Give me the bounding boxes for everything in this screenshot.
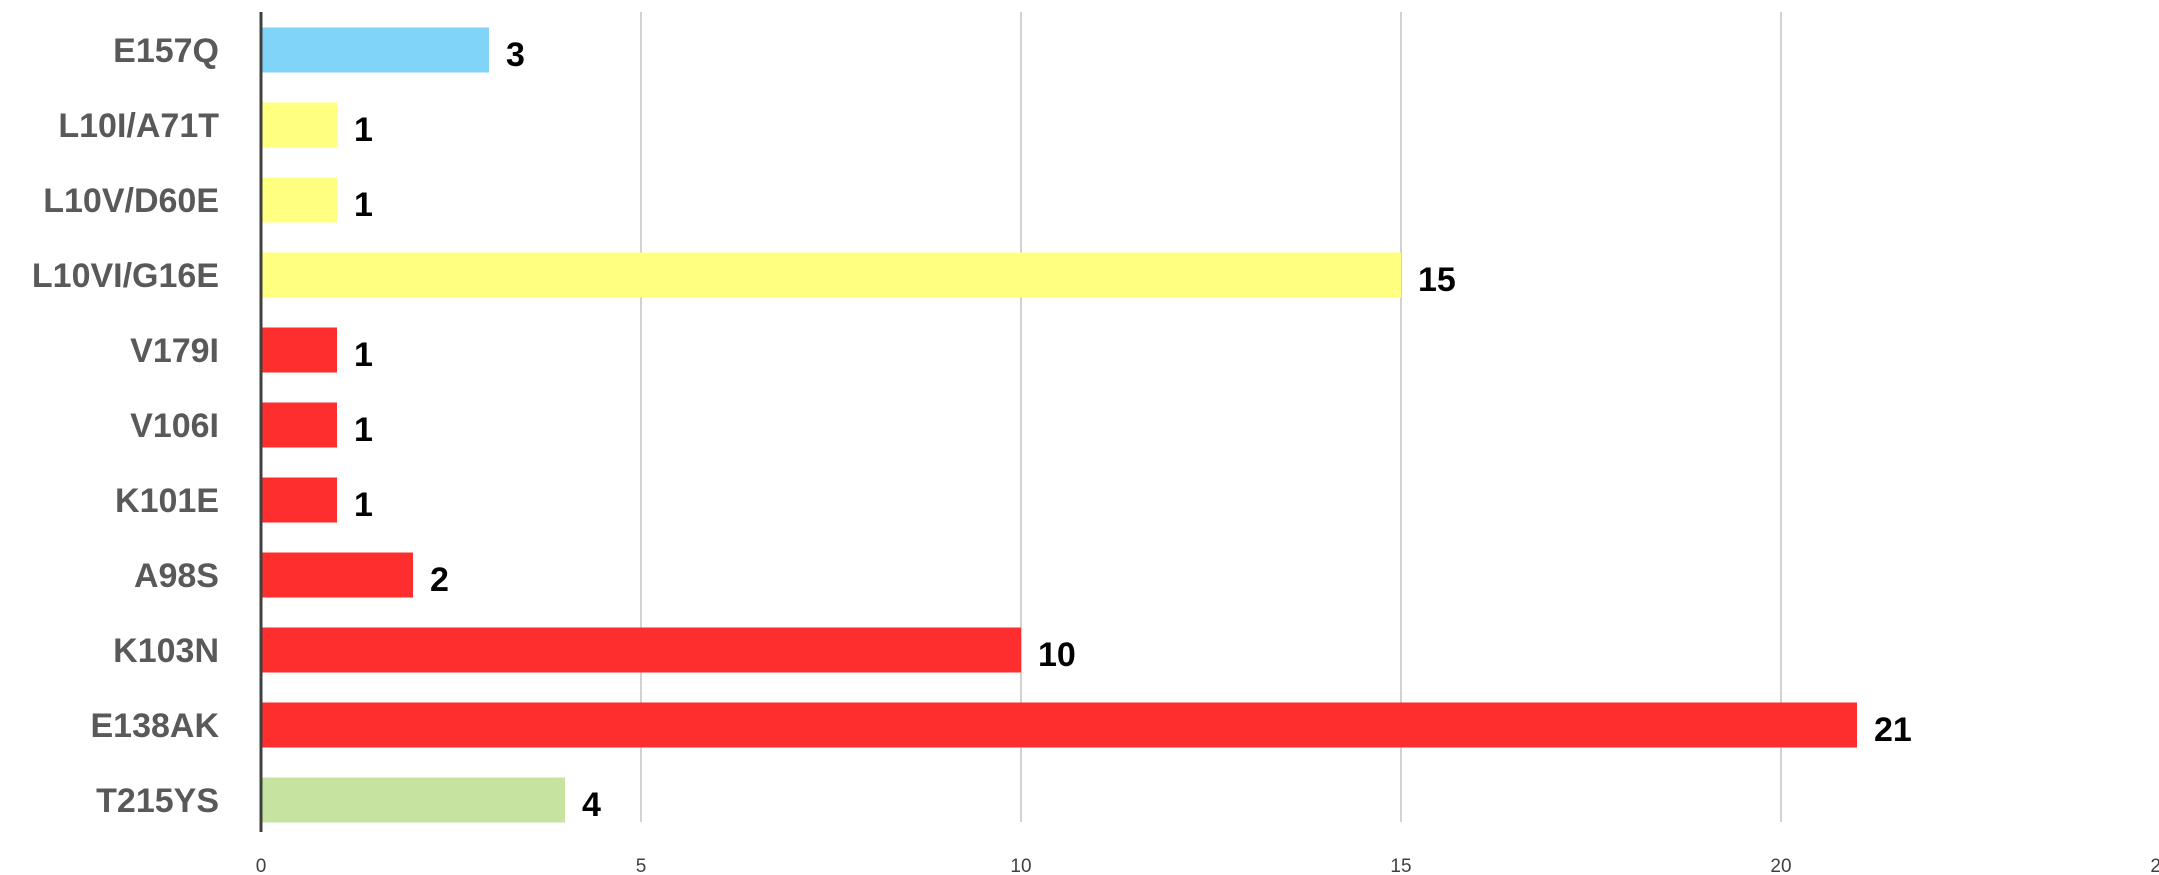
bar [261,627,1021,673]
data-label: 4 [582,786,601,824]
category-label: K101E [115,482,219,520]
bar [261,702,1857,748]
category-label: L10I/A71T [58,107,219,145]
bar [261,102,337,148]
category-labels: E157Q L10I/A71T L10V/D60E L10VI/G16E V179I V1… [32,32,220,820]
bar [261,552,413,598]
x-tick-label: 0 [256,856,267,875]
x-tick-label: 25 [2150,856,2159,875]
category-label: V106I [130,407,219,445]
category-label: K103N [113,632,219,670]
bar [261,477,337,523]
bar [261,327,337,373]
x-tick-label: 10 [1010,856,1031,875]
bar [261,777,565,823]
data-label: 2 [430,561,449,599]
bars [261,27,1857,823]
data-label: 10 [1038,636,1076,674]
x-tick-labels: 0 5 10 15 20 25 [256,856,2159,875]
category-label: T215YS [96,782,219,820]
bar [261,402,337,448]
data-label: 1 [354,186,373,224]
data-label: 1 [354,486,373,524]
data-label: 21 [1874,711,1912,749]
bar [261,177,337,223]
data-label: 3 [506,36,525,74]
bar [261,252,1401,298]
data-labels: 3 1 1 15 1 1 1 2 10 21 4 [354,36,1912,824]
category-label: E138AK [90,707,219,745]
data-label: 1 [354,111,373,149]
gridlines [640,12,1782,822]
x-tick-label: 20 [1770,856,1791,875]
category-label: E157Q [113,32,219,70]
data-label: 1 [354,411,373,449]
x-tick-label: 5 [636,856,647,875]
category-label: L10V/D60E [43,182,219,220]
data-label: 1 [354,336,373,374]
category-label: L10VI/G16E [32,257,219,295]
x-tick-label: 15 [1390,856,1411,875]
category-label: A98S [134,557,219,595]
category-label: V179I [130,332,219,370]
data-label: 15 [1418,261,1456,299]
bar [261,27,489,73]
